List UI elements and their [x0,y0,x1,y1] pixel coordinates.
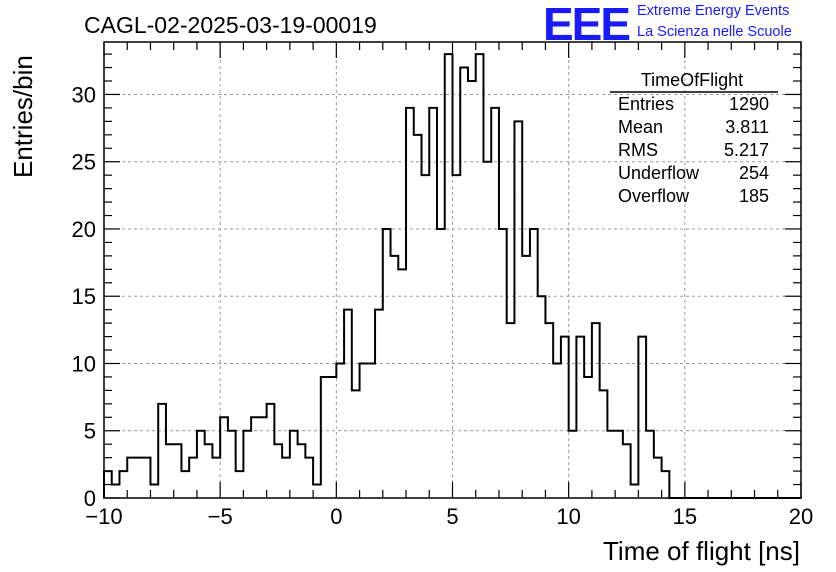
y-tick-label: 5 [84,419,96,444]
eee-logo-mark: EEE [543,0,631,50]
stats-label: Overflow [618,186,690,206]
y-tick-label: 15 [72,284,96,309]
x-axis-label: Time of flight [ns] [603,536,800,566]
stats-value: 1290 [729,94,769,114]
stats-title: TimeOfFlight [641,70,743,90]
brand-line-1: Extreme Energy Events [637,3,790,19]
x-tick-label: 20 [789,504,813,529]
chart-title: CAGL-02-2025-03-19-00019 [84,12,377,38]
histogram-series-line [103,53,801,499]
stats-rows: Entries 1290 Mean 3.811 RMS 5.217 Underflow 254… [618,94,769,206]
stats-label: Entries [618,94,674,114]
x-tick-label: 5 [446,504,458,529]
y-tick-labels: 0 5 10 15 20 25 30 [72,82,96,511]
y-tick-label: 30 [72,82,96,107]
stats-value: 5.217 [724,140,769,160]
stats-label: RMS [618,140,658,160]
y-tick-label: 10 [72,351,96,376]
x-tick-label: −10 [85,504,122,529]
y-tick-label: 25 [72,150,96,175]
stats-box: TimeOfFlight Entries 1290 Mean 3.811 RMS 5.21… [610,70,778,206]
y-tick-label: 20 [72,217,96,242]
stats-value: 185 [739,186,769,206]
x-tick-labels: −10 −5 0 5 10 15 20 [85,504,813,529]
y-tick-label: 0 [84,486,96,511]
x-tick-label: −5 [208,504,233,529]
axis-ticks [103,42,802,499]
stats-value: 254 [739,163,769,183]
stats-label: Underflow [618,163,700,183]
x-tick-label: 10 [556,504,580,529]
stats-value: 3.811 [725,117,769,137]
y-axis-label: Entries/bin [8,55,38,178]
brand-line-2: La Scienza nelle Scuole [637,24,792,40]
stats-label: Mean [618,117,663,137]
x-tick-label: 15 [673,504,697,529]
eee-logo: EEE Extreme Energy Events La Scienza nel… [543,0,833,50]
x-tick-label: 0 [330,504,342,529]
